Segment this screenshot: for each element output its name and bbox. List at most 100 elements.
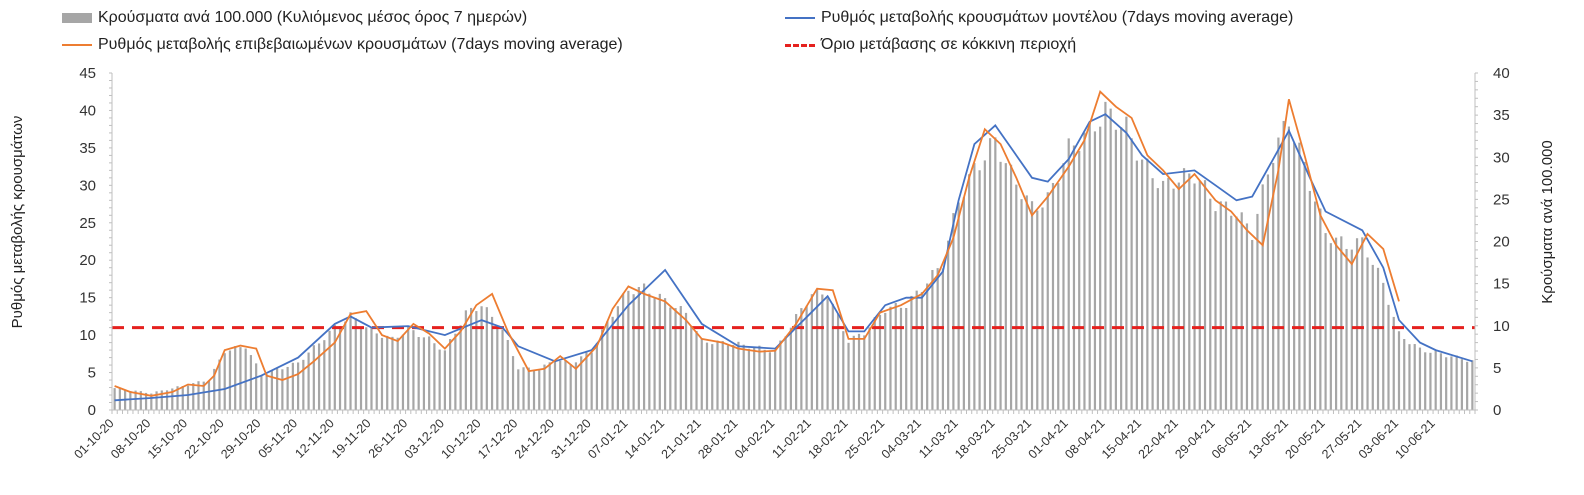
bar: [632, 294, 635, 410]
bar: [941, 268, 945, 410]
bar: [815, 289, 819, 410]
bar: [239, 347, 242, 410]
bar: [622, 293, 625, 410]
orange-line-swatch-icon: [62, 44, 92, 46]
bar: [328, 330, 331, 410]
bar: [1245, 223, 1249, 410]
bar: [396, 337, 399, 410]
bar: [821, 294, 824, 410]
bar: [1046, 192, 1049, 410]
model-rate-line: [114, 113, 1473, 402]
bar: [297, 362, 300, 410]
bar: [899, 307, 903, 410]
bar: [506, 340, 509, 410]
bar: [684, 312, 688, 410]
bar: [585, 352, 588, 410]
y-left-tick-label: 5: [88, 365, 96, 382]
bar: [1072, 145, 1076, 411]
bar: [375, 333, 378, 410]
bar: [1146, 158, 1149, 410]
bar: [386, 335, 389, 410]
red-dash-swatch-icon: [785, 43, 815, 47]
bar: [580, 356, 583, 410]
bar: [380, 337, 384, 410]
bar: [1434, 350, 1437, 410]
bar: [171, 388, 174, 410]
bar: [286, 366, 289, 410]
bar: [438, 349, 441, 410]
bar: [1083, 132, 1086, 410]
bar: [1282, 120, 1285, 410]
bar: [1088, 122, 1091, 410]
bar: [1371, 264, 1374, 410]
bar: [464, 310, 467, 410]
bar: [1151, 178, 1154, 410]
bar: [234, 346, 237, 410]
y-left-tick-label: 15: [79, 290, 96, 307]
bar: [181, 386, 184, 410]
bar: [1078, 150, 1081, 410]
bar: [244, 348, 247, 410]
bar: [1182, 168, 1186, 410]
y-axis-right-title: Κρούσματα ανά 100.000: [1539, 140, 1556, 303]
bar: [1062, 163, 1065, 410]
legend-label-bars: Κρούσματα ανά 100.000 (Κυλιόμενος μέσος …: [98, 9, 528, 26]
bar: [1460, 359, 1463, 410]
bar: [475, 311, 478, 410]
bar: [1030, 201, 1034, 410]
bar: [1203, 180, 1207, 410]
bar: [1114, 129, 1117, 410]
y-right-tick-label: 15: [1493, 276, 1510, 293]
bar: [192, 383, 195, 410]
bar: [590, 352, 593, 410]
bar: [407, 326, 410, 410]
bar: [501, 329, 504, 410]
bar: [291, 362, 294, 410]
bar: [1298, 142, 1301, 410]
bar: [800, 308, 803, 410]
y-left-tick-label: 35: [79, 140, 96, 157]
bar: [1214, 211, 1217, 410]
bar: [700, 338, 703, 410]
x-tick-label: 10-06-21: [1393, 416, 1438, 461]
bar: [999, 161, 1002, 410]
bar: [1324, 233, 1327, 410]
bar: [863, 335, 866, 410]
x-tick-label: 12-11-20: [292, 416, 337, 461]
bar: [663, 298, 667, 410]
bar: [1450, 356, 1453, 410]
bar: [1051, 182, 1055, 410]
bar: [255, 363, 258, 410]
bar: [1093, 131, 1097, 410]
bar: [1177, 182, 1180, 410]
bar: [302, 359, 305, 410]
bar: [1340, 236, 1343, 410]
bar: [1172, 188, 1175, 410]
bar: [842, 331, 845, 410]
bar: [490, 316, 494, 410]
y-right-tick-label: 35: [1493, 107, 1510, 124]
bar: [1277, 137, 1280, 411]
bar: [616, 306, 619, 410]
bar: [1376, 267, 1380, 410]
bar: [527, 367, 530, 410]
bar: [1418, 347, 1422, 410]
bar: [312, 345, 315, 410]
bar: [548, 362, 551, 410]
y-right-tick-label: 25: [1493, 191, 1510, 208]
bar: [648, 293, 651, 410]
bar: [1057, 183, 1060, 410]
y-left-tick-label: 10: [79, 327, 96, 344]
bar: [601, 329, 604, 410]
y-left-tick-label: 25: [79, 215, 96, 232]
bar: [831, 303, 834, 410]
bar: [1036, 210, 1039, 410]
bar: [317, 343, 321, 410]
bar: [538, 370, 541, 410]
bar: [1314, 201, 1317, 410]
bar: [569, 364, 572, 410]
bar: [417, 337, 420, 410]
bar: [449, 339, 452, 410]
bar: [952, 213, 955, 410]
bar: [957, 202, 960, 410]
